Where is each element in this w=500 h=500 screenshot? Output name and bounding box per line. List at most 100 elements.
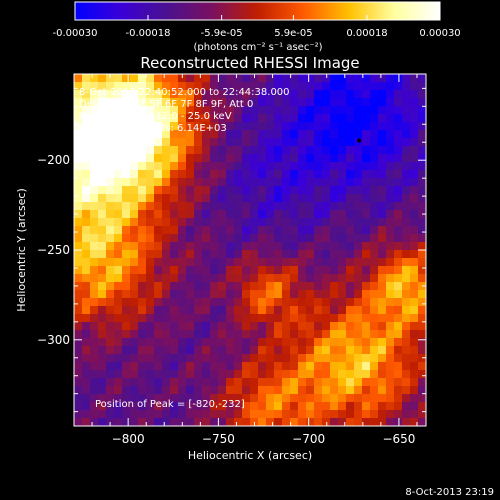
heatmap-cell (378, 282, 387, 291)
heatmap-cell (386, 202, 395, 211)
heatmap-cell (234, 282, 243, 291)
heatmap-cell (418, 274, 426, 283)
heatmap-cell (162, 314, 171, 323)
heatmap-cell (218, 82, 227, 91)
heatmap-cell (178, 394, 187, 403)
heatmap-cell (330, 370, 339, 379)
heatmap-cell (306, 194, 315, 203)
heatmap-cell (266, 266, 275, 275)
heatmap-cell (282, 170, 291, 179)
heatmap-cell (250, 370, 259, 379)
heatmap-cell (266, 242, 275, 251)
heatmap-cell (210, 362, 219, 371)
heatmap-cell (194, 298, 203, 307)
heatmap-cell (130, 98, 139, 107)
heatmap-cell (258, 402, 267, 411)
heatmap-cell (266, 306, 275, 315)
colorbar (74, 1, 441, 21)
heatmap-cell (98, 234, 107, 243)
heatmap-cell (98, 90, 107, 99)
heatmap-cell (138, 130, 147, 139)
heatmap-cell (74, 106, 83, 115)
heatmap-cell (282, 330, 291, 339)
heatmap-cell (386, 322, 395, 331)
heatmap-cell (162, 282, 171, 291)
heatmap-cell (282, 162, 291, 171)
heatmap-cell (122, 170, 131, 179)
heatmap-cell (98, 290, 107, 299)
heatmap-cell (322, 314, 331, 323)
heatmap-cell (402, 226, 411, 235)
heatmap-cell (290, 74, 299, 83)
heatmap-cell (194, 162, 203, 171)
heatmap-cell (178, 74, 187, 83)
heatmap-cell (282, 346, 291, 355)
heatmap-cell (370, 346, 379, 355)
heatmap-cell (242, 322, 251, 331)
heatmap-cell (170, 266, 179, 275)
heatmap-cell (410, 322, 419, 331)
heatmap-cell (210, 234, 219, 243)
heatmap-cell (90, 250, 99, 259)
heatmap-cell (154, 266, 163, 275)
heatmap-cell (330, 346, 339, 355)
heatmap-cell (178, 370, 187, 379)
heatmap-cell (402, 194, 411, 203)
heatmap-cell (274, 354, 283, 363)
heatmap-cell (106, 242, 115, 251)
heatmap-cell (170, 370, 179, 379)
heatmap-cell (354, 354, 363, 363)
heatmap-cell (346, 74, 355, 83)
heatmap-cell (74, 138, 83, 147)
heatmap-cell (314, 218, 323, 227)
heatmap-cell (178, 258, 187, 267)
heatmap-cell (122, 194, 131, 203)
heatmap-cell (362, 162, 371, 171)
heatmap-cell (378, 290, 387, 299)
heatmap-cell (410, 178, 419, 187)
heatmap-cell (266, 410, 275, 419)
heatmap-cell (154, 226, 163, 235)
heatmap-cell (370, 370, 379, 379)
heatmap-cell (362, 154, 371, 163)
heatmap-cell (330, 146, 339, 155)
heatmap-cell (122, 82, 131, 91)
heatmap-cell (410, 98, 419, 107)
heatmap-cell (306, 170, 315, 179)
heatmap-cell (186, 90, 195, 99)
heatmap-cell (386, 130, 395, 139)
heatmap-cell (362, 346, 371, 355)
heatmap-cell (90, 402, 99, 411)
heatmap-cell (338, 330, 347, 339)
heatmap-cell (354, 338, 363, 347)
heatmap-cell (290, 194, 299, 203)
heatmap-cell (194, 402, 203, 411)
heatmap-cell (106, 130, 115, 139)
heatmap-cell (410, 90, 419, 99)
heatmap-cell (162, 106, 171, 115)
heatmap-cell (186, 250, 195, 259)
heatmap-cell (242, 74, 251, 83)
heatmap-cell (90, 370, 99, 379)
heatmap-cell (114, 418, 123, 426)
heatmap-cell (362, 314, 371, 323)
heatmap-cell (258, 178, 267, 187)
heatmap-cell (90, 306, 99, 315)
heatmap-cell (130, 362, 139, 371)
heatmap-cell (194, 122, 203, 131)
heatmap-cell (370, 362, 379, 371)
heatmap-cell (266, 290, 275, 299)
heatmap-cell (114, 274, 123, 283)
heatmap-cell (154, 338, 163, 347)
heatmap-cell (242, 410, 251, 419)
heatmap-cell (194, 154, 203, 163)
heatmap-cell (226, 178, 235, 187)
heatmap-cell (362, 306, 371, 315)
heatmap-cell (250, 90, 259, 99)
heatmap-cell (258, 258, 267, 267)
heatmap-cell (290, 242, 299, 251)
heatmap-cell (338, 82, 347, 91)
heatmap-cell (122, 234, 131, 243)
heatmap-cell (250, 394, 259, 403)
heatmap-cell (162, 386, 171, 395)
